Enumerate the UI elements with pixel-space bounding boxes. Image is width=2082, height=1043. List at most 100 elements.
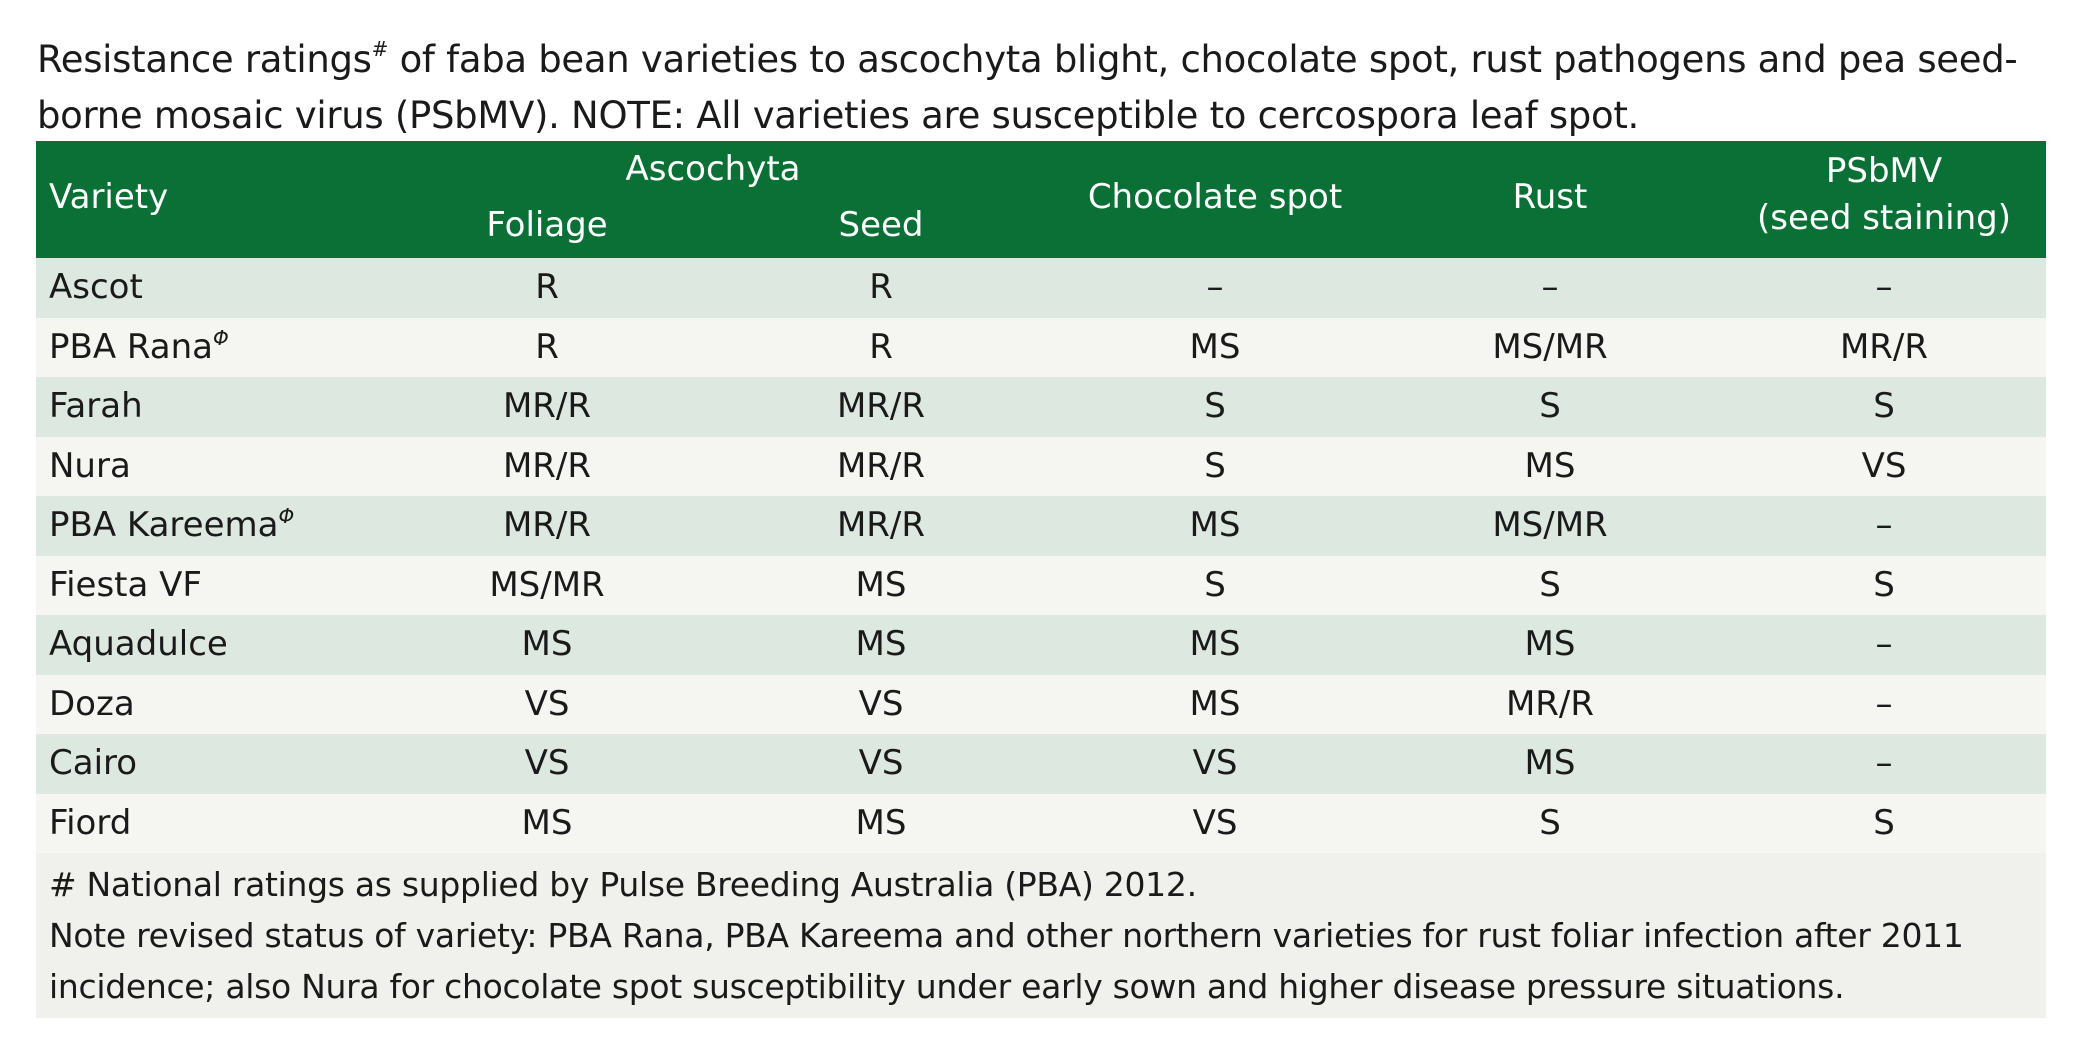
variety-name: Doza	[49, 683, 135, 724]
header-foliage: Foliage	[486, 205, 608, 245]
cell-foliage: MR/R	[502, 386, 592, 426]
caption-text-rest: of faba bean varieties to ascochyta blig…	[388, 38, 2018, 81]
cell-rust: MS/MR	[1492, 505, 1608, 545]
cell-rust: MS/MR	[1492, 326, 1608, 367]
header-psbmv: PSbMV	[1825, 151, 1943, 191]
cell-seed: MS	[855, 802, 907, 843]
cell-foliage: R	[535, 326, 559, 367]
variety-name: Cairo	[49, 743, 138, 783]
table-row: Farah MR/R MR/R S S S	[36, 377, 2046, 437]
cell-foliage: MR/R	[502, 445, 592, 486]
cell-psbmv: S	[1873, 802, 1895, 843]
cell-rust: S	[1539, 386, 1561, 426]
cell-chocolate-spot: VS	[1192, 802, 1238, 843]
cell-foliage: MS	[521, 624, 573, 664]
cell-seed: VS	[858, 743, 904, 783]
pbr-mark: Φ	[278, 504, 295, 528]
cell-psbmv: –	[1875, 267, 1893, 307]
variety-name: Ascot	[49, 267, 143, 307]
cell-psbmv: –	[1875, 624, 1893, 664]
cell-seed: R	[869, 326, 893, 367]
cell-chocolate-spot: MS	[1189, 624, 1241, 664]
cell-seed: MR/R	[836, 386, 926, 426]
cell-psbmv: S	[1873, 386, 1895, 426]
cell-psbmv: MR/R	[1839, 326, 1929, 367]
cell-variety: Farah	[49, 377, 143, 437]
cell-seed: MS	[855, 624, 907, 664]
footnote-1: # National ratings as supplied by Pulse …	[49, 865, 1197, 904]
cell-variety: Ascot	[49, 258, 143, 318]
table-row: PBA RanaΦ R R MS MS/MR MR/R	[36, 317, 2046, 378]
variety-name: PBA Rana	[49, 326, 213, 367]
cell-rust: MR/R	[1505, 683, 1595, 724]
cell-seed: VS	[858, 683, 904, 724]
cell-foliage: MR/R	[502, 505, 592, 545]
table-row: Fiesta VF MS/MR MS S S S	[36, 555, 2046, 616]
table-body: Ascot R R – – – PBA RanaΦ R R MS MS/MR MR/R Farah MR/…	[36, 258, 2046, 853]
cell-psbmv: –	[1875, 505, 1893, 545]
cell-psbmv: VS	[1861, 445, 1907, 486]
table-caption: Resistance ratings# of faba bean varieti…	[37, 32, 2047, 144]
cell-rust: S	[1539, 802, 1561, 843]
cell-seed: MS	[855, 564, 907, 605]
cell-rust: S	[1539, 564, 1561, 605]
cell-foliage: VS	[524, 683, 570, 724]
cell-variety: Nura	[49, 437, 131, 497]
table-row: Ascot R R – – –	[36, 258, 2046, 318]
table-row: Aquadulce MS MS MS MS –	[36, 615, 2046, 675]
cell-seed: MR/R	[836, 445, 926, 486]
variety-name: Nura	[49, 445, 131, 486]
cell-variety: PBA KareemaΦ	[49, 496, 294, 556]
cell-foliage: VS	[524, 743, 570, 783]
caption-text: Resistance ratings	[37, 38, 372, 81]
variety-name: Fiesta VF	[49, 564, 202, 605]
cell-chocolate-spot: S	[1204, 445, 1226, 486]
table-row: Nura MR/R MR/R S MS VS	[36, 436, 2046, 497]
table-row: Fiord MS MS VS S S	[36, 793, 2046, 854]
cell-chocolate-spot: VS	[1192, 743, 1238, 783]
variety-name: Farah	[49, 386, 143, 426]
cell-foliage: MS	[521, 802, 573, 843]
cell-rust: MS	[1524, 743, 1576, 783]
table-row: Cairo VS VS VS MS –	[36, 734, 2046, 794]
cell-rust: –	[1541, 267, 1559, 307]
cell-variety: PBA RanaΦ	[49, 318, 229, 378]
header-chocolate-spot: Chocolate spot	[1087, 177, 1343, 217]
footnote-2: Note revised status of variety: PBA Rana…	[49, 916, 1964, 955]
cell-seed: R	[869, 267, 893, 307]
cell-rust: MS	[1524, 445, 1576, 486]
cell-variety: Fiesta VF	[49, 556, 202, 616]
cell-chocolate-spot: MS	[1189, 505, 1241, 545]
header-rust: Rust	[1512, 177, 1588, 217]
header-seed: Seed	[838, 205, 924, 245]
cell-foliage: R	[535, 267, 559, 307]
table-footnotes: # National ratings as supplied by Pulse …	[36, 853, 2046, 1018]
cell-variety: Aquadulce	[49, 615, 228, 675]
caption-line-1: Resistance ratings# of faba bean varieti…	[37, 32, 2047, 88]
cell-psbmv: –	[1875, 743, 1893, 783]
variety-name: Aquadulce	[49, 624, 228, 664]
cell-chocolate-spot: MS	[1189, 326, 1241, 367]
cell-chocolate-spot: –	[1206, 267, 1224, 307]
table-row: Doza VS VS MS MR/R –	[36, 674, 2046, 734]
cell-psbmv: S	[1873, 564, 1895, 605]
footnote-3: incidence; also Nura for chocolate spot …	[49, 967, 1845, 1006]
cell-chocolate-spot: MS	[1189, 683, 1241, 724]
cell-seed: MR/R	[836, 505, 926, 545]
cell-variety: Cairo	[49, 734, 137, 794]
cell-rust: MS	[1524, 624, 1576, 664]
variety-name: Fiord	[49, 802, 132, 843]
caption-footnote-mark: #	[371, 37, 389, 61]
resistance-table: Variety Ascochyta Foliage Seed Chocolate…	[36, 141, 2046, 1018]
cell-psbmv: –	[1875, 683, 1893, 724]
caption-line-2: borne mosaic virus (PSbMV). NOTE: All va…	[37, 94, 1639, 137]
cell-foliage: MS/MR	[489, 564, 605, 605]
cell-variety: Fiord	[49, 794, 131, 854]
header-ascochyta: Ascochyta	[625, 149, 801, 189]
header-psbmv-sub: (seed staining)	[1757, 198, 2011, 238]
cell-chocolate-spot: S	[1204, 564, 1226, 605]
table-header: Variety Ascochyta Foliage Seed Chocolate…	[36, 141, 2046, 258]
variety-name: PBA Kareema	[49, 505, 279, 545]
cell-chocolate-spot: S	[1204, 386, 1226, 426]
table-row: PBA KareemaΦ MR/R MR/R MS MS/MR –	[36, 496, 2046, 556]
